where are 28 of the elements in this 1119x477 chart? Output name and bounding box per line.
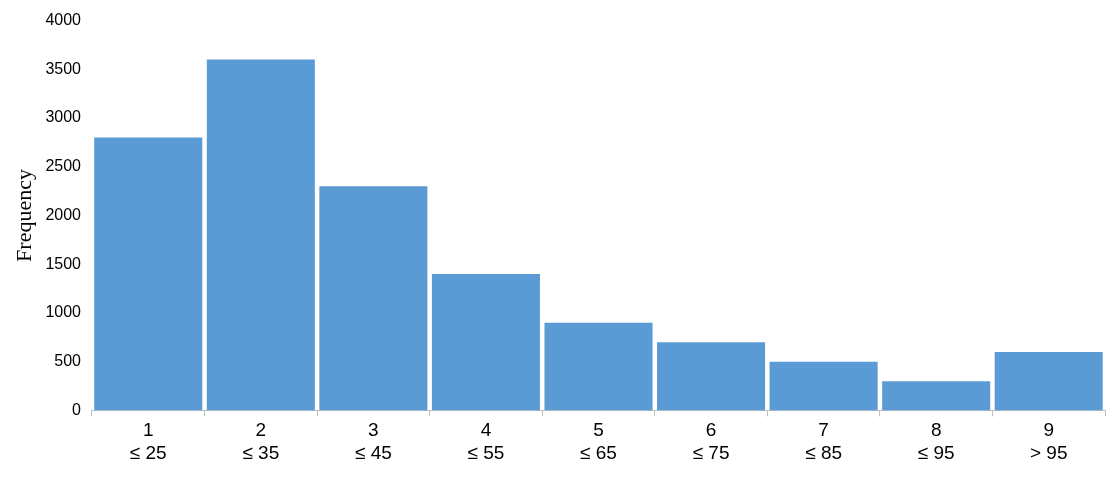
bar <box>994 351 1103 411</box>
x-tick-label: 9 > 95 <box>1029 419 1068 463</box>
bar <box>206 59 315 411</box>
x-tick-label: 3 ≤ 45 <box>354 419 392 463</box>
bar <box>882 381 991 411</box>
bar <box>431 273 540 411</box>
y-tick-label: 500 <box>54 352 82 370</box>
y-tick-label: 1500 <box>45 254 82 272</box>
x-tick-label: 2 ≤ 35 <box>242 419 280 463</box>
bar <box>769 361 878 411</box>
y-tick-label: 2000 <box>45 205 82 223</box>
x-tick-label: 6 ≤ 75 <box>692 419 730 463</box>
y-tick-label: 3500 <box>45 59 82 77</box>
y-axis-title: Frequency <box>10 169 36 262</box>
y-tick-label: 3000 <box>45 108 82 126</box>
bar <box>319 186 428 411</box>
bar <box>544 322 653 411</box>
y-tick-label: 0 <box>72 400 82 418</box>
y-tick-label: 1000 <box>45 303 82 321</box>
x-tick-label: 7 ≤ 85 <box>805 419 843 463</box>
bar <box>657 342 766 411</box>
x-tick-label: 8 ≤ 95 <box>917 419 955 463</box>
bar <box>94 137 203 411</box>
y-tick-label: 2500 <box>45 157 82 175</box>
y-tick-label: 4000 <box>45 11 82 29</box>
x-tick-label: 1 ≤ 25 <box>129 419 167 463</box>
x-tick-label: 4 ≤ 55 <box>467 419 505 463</box>
x-tick-label: 5 ≤ 65 <box>580 419 617 463</box>
